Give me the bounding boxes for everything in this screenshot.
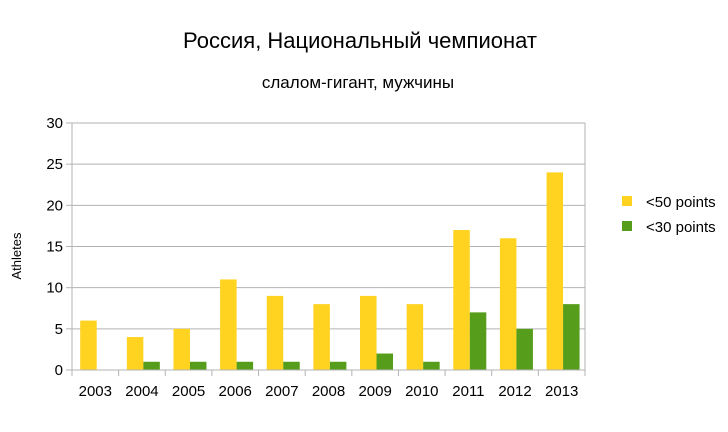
bar-lt30-2006 — [236, 361, 254, 370]
y-tick-label: 0 — [55, 362, 63, 379]
y-tick-labels: 0 5 10 15 20 25 30 — [46, 115, 63, 379]
bar-lt30-2004 — [143, 361, 160, 370]
x-tick-label: 2006 — [219, 383, 252, 400]
bar-lt50-2004 — [126, 337, 144, 370]
bar-lt50-2009 — [360, 295, 377, 370]
x-tick-label: 2003 — [79, 383, 112, 400]
bar-lt50-2003 — [80, 320, 97, 370]
bar-lt30-2007 — [283, 361, 300, 370]
legend-label: <50 points — [646, 194, 716, 211]
bar-lt50-2008 — [313, 304, 330, 370]
bar-lt30-2005 — [189, 361, 207, 370]
bar-lt30-2013 — [563, 304, 580, 370]
bar-lt30-2008 — [329, 361, 347, 370]
x-tick-label: 2008 — [312, 383, 345, 400]
y-tick-label: 20 — [46, 197, 63, 214]
y-tick-label: 30 — [46, 115, 63, 132]
x-tick-label: 2005 — [172, 383, 205, 400]
x-tick-label: 2011 — [452, 383, 484, 400]
bar-lt30-2011 — [469, 312, 487, 370]
bar-lt50-2010 — [406, 304, 424, 370]
x-tick-label: 2004 — [125, 383, 158, 400]
x-tick-label: 2013 — [545, 383, 578, 400]
legend-swatch — [622, 196, 632, 206]
chart-title: Россия, Национальный чемпионат — [183, 28, 537, 53]
gridlines — [66, 122, 585, 371]
y-tick-label: 15 — [46, 239, 63, 256]
x-tick-labels: 2003 2004 2005 2006 2007 2008 2009 2010 2011 2012… — [71, 370, 586, 400]
bar-lt50-2012 — [499, 238, 517, 370]
y-tick-label: 5 — [55, 321, 63, 338]
y-tick-label: 10 — [46, 280, 63, 297]
bars — [80, 172, 580, 370]
legend: <50 points <30 points — [622, 194, 716, 236]
bar-lt30-2010 — [423, 361, 440, 370]
bar-lt30-2009 — [376, 353, 394, 370]
x-tick-label: 2007 — [265, 383, 298, 400]
x-tick-label: 2010 — [405, 383, 438, 400]
bar-lt50-2005 — [173, 328, 190, 370]
legend-swatch — [622, 221, 632, 231]
y-tick-label: 25 — [46, 156, 63, 173]
bar-lt50-2011 — [453, 230, 470, 370]
x-tick-label: 2009 — [358, 383, 391, 400]
chart-subtitle: слалом-гигант, мужчины — [262, 73, 454, 92]
bar-lt50-2006 — [220, 279, 237, 370]
plot-frame — [71, 123, 586, 371]
bar-lt50-2007 — [266, 295, 284, 370]
bar-lt50-2013 — [546, 172, 564, 370]
y-axis-label: Athletes — [9, 232, 24, 279]
legend-label: <30 points — [646, 219, 716, 236]
bar-lt30-2012 — [516, 328, 533, 370]
x-tick-label: 2012 — [498, 383, 531, 400]
